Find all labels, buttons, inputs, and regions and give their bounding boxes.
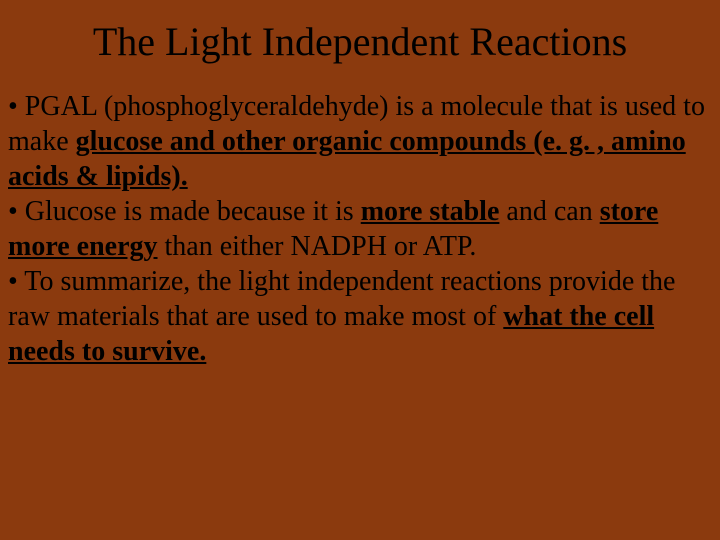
bullet-3: • To summarize, the light independent re… bbox=[8, 264, 712, 369]
bullet-2-run-2: and can bbox=[499, 196, 599, 227]
slide-title: The Light Independent Reactions bbox=[0, 0, 720, 89]
slide-body: • PGAL (phosphoglyceraldehyde) is a mole… bbox=[0, 89, 720, 369]
slide-container: The Light Independent Reactions • PGAL (… bbox=[0, 0, 720, 540]
bullet-2-run-0: • Glucose is made because it is bbox=[8, 196, 361, 227]
bullet-2-run-4: than either NADPH or ATP. bbox=[158, 231, 477, 262]
bullet-2-run-1: more stable bbox=[361, 196, 500, 227]
bullet-2: • Glucose is made because it is more sta… bbox=[8, 194, 712, 264]
bullet-1: • PGAL (phosphoglyceraldehyde) is a mole… bbox=[8, 89, 712, 194]
bullet-1-run-1: glucose and other organic compounds (e. … bbox=[8, 126, 686, 192]
